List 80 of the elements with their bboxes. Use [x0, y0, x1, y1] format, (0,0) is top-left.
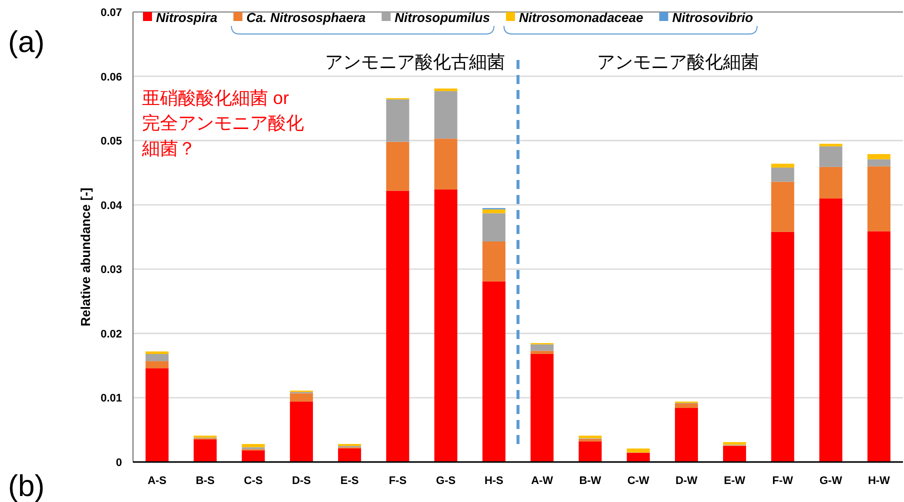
- annotation: 亜硝酸酸化細菌 or 完全アンモニア酸化細菌？: [141, 88, 304, 158]
- bar: [674, 408, 698, 462]
- bar: [242, 444, 265, 448]
- bar: [482, 242, 506, 282]
- bar: [771, 168, 794, 182]
- y-tick-label: 0.06: [100, 71, 122, 84]
- bar: [819, 166, 842, 198]
- bar: [819, 144, 842, 146]
- x-tick-label: C-S: [244, 475, 263, 487]
- bar: [434, 91, 458, 139]
- bar: [146, 361, 169, 368]
- x-tick-label: D-S: [292, 475, 311, 487]
- bar: [626, 453, 650, 462]
- bar: [674, 404, 698, 408]
- y-tick-label: 0: [116, 457, 122, 469]
- bar: [771, 232, 794, 462]
- bar: [578, 436, 602, 438]
- bar: [819, 198, 842, 462]
- x-tick-label: E-W: [724, 475, 746, 487]
- x-tick-label: G-W: [820, 475, 843, 487]
- x-tick-label: E-S: [340, 475, 359, 487]
- y-tick-label: 0.01: [100, 392, 122, 405]
- bar: [723, 442, 746, 445]
- bar: [867, 154, 890, 160]
- text: (a): [8, 26, 45, 59]
- bar: [771, 182, 794, 232]
- legend-label: Nitrosomonadaceae: [518, 10, 644, 25]
- bar: [386, 142, 410, 191]
- x-tick-label: H-S: [484, 475, 504, 487]
- bar: [194, 440, 217, 462]
- x-tick-label: H-W: [868, 475, 891, 487]
- bar: [867, 159, 890, 166]
- bar: [434, 138, 458, 190]
- x-tick-label: A-S: [148, 475, 167, 487]
- bar: [819, 146, 842, 167]
- bar: [771, 164, 794, 168]
- bar: [386, 190, 410, 462]
- bar: [530, 350, 554, 354]
- bar: [434, 88, 458, 92]
- x-tick-label: C-W: [627, 475, 650, 487]
- bar: [578, 441, 602, 462]
- bar: [146, 351, 169, 354]
- bar: [146, 368, 169, 462]
- bar: [146, 354, 169, 362]
- y-axis-title: Relative abundance [-]: [78, 188, 93, 326]
- bar: [242, 450, 265, 462]
- x-tick-label: D-W: [675, 475, 698, 487]
- bar: [867, 166, 890, 232]
- x-tick-label: B-W: [579, 475, 602, 487]
- annotation: アンモニア酸化古細菌: [325, 52, 505, 72]
- annotation: アンモニア酸化細菌: [597, 52, 759, 72]
- bar: [482, 213, 506, 242]
- x-tick-label: B-S: [196, 475, 215, 487]
- y-tick-label: 0.03: [100, 264, 122, 276]
- y-tick-label: 0.02: [100, 328, 122, 340]
- bar: [723, 446, 746, 462]
- legend-label: Ca. Nitrososphaera: [246, 10, 366, 25]
- x-tick-label: F-W: [772, 475, 794, 487]
- bar: [578, 438, 602, 442]
- x-tick-label: F-S: [388, 475, 407, 487]
- bar: [867, 231, 890, 462]
- y-tick-label: 0.07: [100, 7, 122, 19]
- x-tick-label: A-W: [531, 475, 554, 487]
- bar: [434, 189, 458, 462]
- bar: [290, 393, 313, 402]
- bar: [530, 344, 554, 351]
- x-tick-label: G-S: [436, 475, 456, 487]
- bar: [290, 402, 313, 462]
- bar: [386, 99, 410, 142]
- legend-label: Nitrospira: [156, 10, 218, 25]
- text: (b): [8, 470, 45, 502]
- bar: [338, 448, 362, 462]
- legend-label: Nitrosopumilus: [394, 10, 490, 25]
- y-tick-label: 0.05: [100, 136, 122, 148]
- bar: [626, 448, 650, 452]
- bar: [482, 281, 506, 462]
- y-tick-label: 0.04: [100, 200, 123, 212]
- legend-label: Nitrosovibrio: [672, 10, 754, 25]
- bar: [482, 209, 506, 214]
- bar: [530, 354, 554, 462]
